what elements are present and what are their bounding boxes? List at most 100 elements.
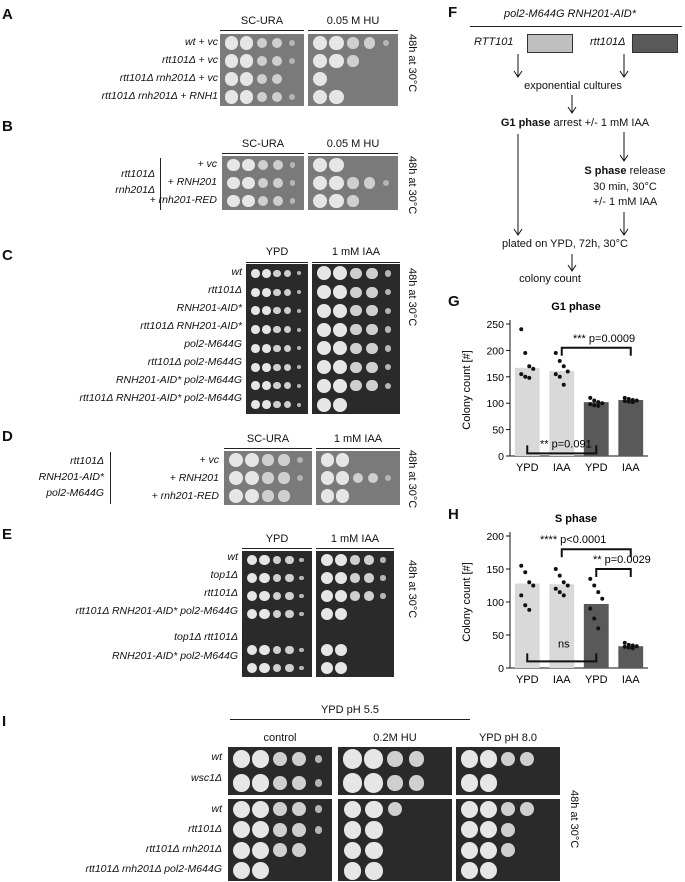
yeast-spot [241, 194, 255, 208]
data-point [523, 351, 528, 356]
y-tick-label: 0 [498, 663, 504, 675]
f-step1: exponential cultures [524, 80, 622, 92]
data-point [588, 576, 593, 581]
yeast-spot [272, 177, 283, 189]
yeast-spot [273, 307, 281, 315]
yeast-spot [364, 749, 384, 769]
significance-bracket [560, 548, 632, 558]
panel-i-header-2: 0.2M HU [373, 732, 417, 744]
yeast-spot [284, 401, 292, 409]
y-axis-label: Colony count [#] [461, 350, 473, 430]
data-point [561, 580, 566, 585]
bar [514, 367, 540, 456]
data-point [561, 593, 566, 598]
yeast-spot [271, 37, 283, 49]
yeast-spot [461, 750, 479, 768]
significance-bracket [560, 346, 632, 356]
yeast-spot [313, 175, 328, 191]
chart-title: G1 phase [551, 301, 601, 313]
yeast-spot [271, 73, 283, 85]
panel-b-group-1: rtt101Δ [121, 168, 155, 180]
f-title: pol2-M644G RNH201-AID* [503, 8, 637, 20]
yeast-spot [241, 176, 255, 190]
panel-e-condition: 48h at 30°C [406, 560, 418, 619]
yeast-spot [501, 752, 515, 766]
yeast-spot [299, 611, 305, 617]
yeast-spot [284, 326, 292, 334]
yeast-spot [380, 575, 386, 581]
yeast-spot [245, 489, 259, 503]
data-point [592, 403, 597, 408]
data-point [519, 563, 524, 568]
yeast-spot [321, 453, 335, 467]
yeast-spot [247, 608, 258, 620]
plate-e-1 [242, 551, 312, 677]
yeast-spot [336, 489, 350, 503]
yeast-spot [272, 663, 282, 673]
yeast-spot [329, 53, 344, 69]
data-point [630, 400, 635, 405]
panel-c-row-1: wt [231, 266, 243, 278]
yeast-spot [299, 557, 305, 563]
yeast-spot [240, 90, 254, 104]
yeast-spot [261, 268, 271, 278]
yeast-spot [333, 266, 347, 281]
yeast-spot [313, 157, 328, 173]
yeast-spot [233, 841, 251, 859]
plate-i-top-2 [338, 747, 452, 795]
yeast-spot [271, 55, 283, 67]
data-point [596, 400, 601, 405]
yeast-spot [273, 382, 281, 390]
yeast-spot [278, 490, 290, 502]
y-tick-label: 50 [492, 425, 504, 437]
yeast-spot [272, 591, 282, 601]
yeast-spot [317, 322, 331, 337]
yeast-spot [252, 750, 270, 768]
yeast-spot [289, 40, 296, 46]
yeast-spot [256, 55, 268, 67]
yeast-spot [333, 303, 347, 318]
yeast-spot [273, 843, 287, 858]
yeast-spot [347, 55, 359, 67]
yeast-spot [317, 397, 331, 412]
yeast-spot [367, 472, 379, 484]
yeast-spot [278, 472, 290, 484]
y-tick-label: 250 [486, 319, 504, 331]
yeast-spot [240, 36, 254, 50]
yeast-spot [245, 453, 259, 467]
data-point [622, 395, 627, 400]
yeast-spot [350, 555, 360, 565]
yeast-spot [252, 800, 270, 818]
panel-c-header-1: YPD [265, 246, 289, 258]
yeast-spot [261, 362, 271, 372]
yeast-spot [296, 365, 301, 370]
data-point [523, 603, 528, 608]
yeast-spot [335, 590, 347, 602]
x-tick-label: YPD [585, 674, 608, 686]
data-point [588, 402, 593, 407]
yeast-spot [240, 54, 254, 68]
x-tick-label: YPD [585, 462, 608, 474]
yeast-spot [480, 800, 498, 818]
yeast-spot [252, 774, 270, 792]
yeast-spot [257, 177, 269, 189]
yeast-spot [329, 175, 344, 191]
yeast-spot [261, 287, 271, 297]
chart-title: S phase [555, 513, 597, 525]
yeast-spot [240, 72, 254, 86]
plate-c-2 [312, 264, 400, 414]
yeast-spot [262, 490, 274, 502]
yeast-spot [241, 158, 255, 172]
y-tick-label: 150 [486, 564, 504, 576]
yeast-spot [273, 288, 281, 296]
data-point [557, 573, 562, 578]
yeast-spot [289, 94, 296, 100]
yeast-spot [285, 663, 294, 673]
yeast-spot [252, 841, 270, 859]
f-step4: plated on YPD, 72h, 30°C [502, 238, 628, 250]
panel-label-b: B [2, 118, 13, 135]
panel-label-c: C [2, 247, 13, 264]
panel-c-row-2: rtt101Δ [208, 284, 242, 296]
panel-d-row-3: + rnh201-RED [151, 490, 219, 502]
plate-i-bottom-3 [456, 799, 560, 881]
